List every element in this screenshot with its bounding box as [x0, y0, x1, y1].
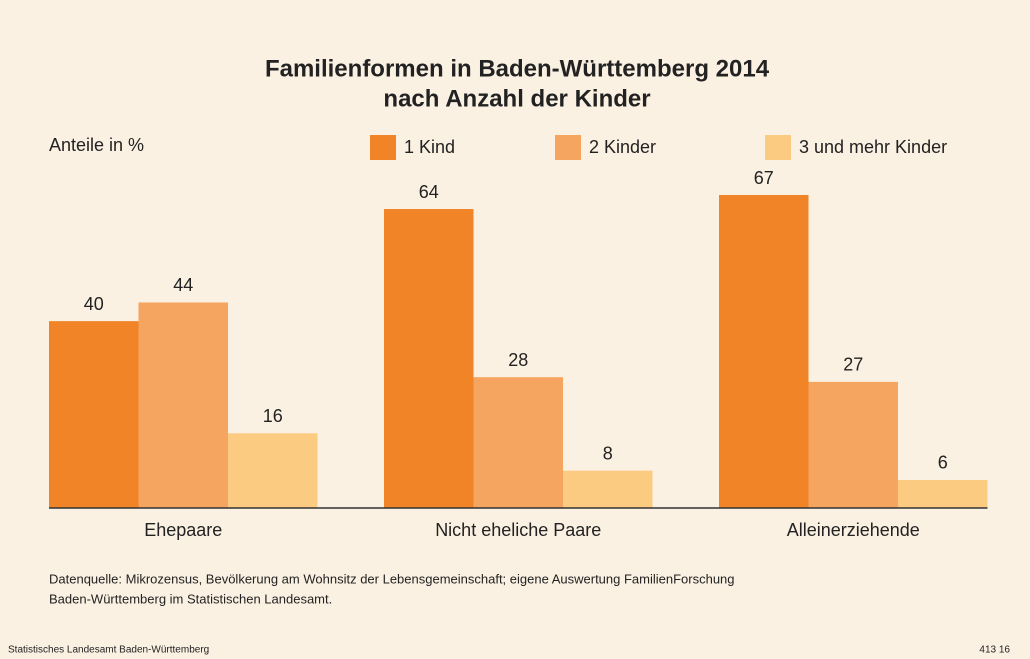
bar — [228, 433, 318, 508]
bar — [898, 479, 988, 508]
data-label: 27 — [843, 355, 863, 375]
legend-swatch — [765, 135, 791, 160]
footer: 413 16 — [979, 645, 1010, 656]
legend-label: 1 Kind — [404, 137, 455, 157]
bar — [49, 321, 139, 508]
data-label: 16 — [263, 406, 283, 426]
data-label: 6 — [938, 453, 948, 473]
bar — [808, 381, 898, 508]
bar — [138, 302, 228, 508]
legend-swatch — [555, 135, 581, 160]
bar — [473, 377, 563, 508]
source-note: Baden-Württemberg im Statistischen Lande… — [49, 591, 332, 606]
bar — [719, 195, 809, 508]
data-label: 44 — [173, 275, 193, 295]
x-tick-label: Ehepaare — [144, 520, 222, 540]
source-note: Datenquelle: Mikrozensus, Bevölkerung am… — [49, 571, 735, 586]
legend-label: 3 und mehr Kinder — [799, 137, 947, 157]
x-tick-label: Alleinerziehende — [787, 520, 920, 540]
legend-swatch — [370, 135, 396, 160]
chart-title: nach Anzahl der Kinder — [383, 85, 650, 112]
y-axis-label: Anteile in % — [49, 135, 144, 155]
data-label: 40 — [84, 294, 104, 314]
legend-label: 2 Kinder — [589, 137, 656, 157]
bar — [563, 470, 653, 508]
chart-title: Familienformen in Baden-Württemberg 2014 — [265, 55, 770, 82]
bar — [384, 209, 474, 508]
data-label: 28 — [508, 350, 528, 370]
data-label: 67 — [754, 168, 774, 188]
data-label: 64 — [419, 182, 439, 202]
x-tick-label: Nicht eheliche Paare — [435, 520, 601, 540]
data-label: 8 — [603, 443, 613, 463]
footer: Statistisches Landesamt Baden-Württember… — [8, 645, 209, 656]
